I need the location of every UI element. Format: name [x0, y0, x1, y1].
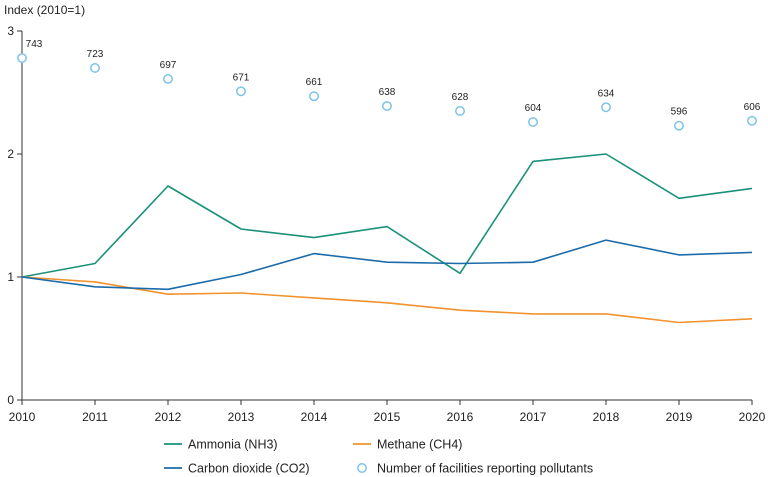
x-tick-label: 2018 — [593, 410, 620, 424]
facility-count-label: 634 — [598, 88, 615, 99]
y-tick-label: 0 — [7, 393, 14, 407]
facility-point — [163, 74, 173, 84]
facility-count-label: 638 — [379, 87, 396, 98]
x-tick-label: 2020 — [739, 410, 766, 424]
facility-count-label: 606 — [744, 102, 761, 113]
legend-label-methane-ch4: Methane (CH4) — [377, 438, 462, 452]
x-tick-label: 2010 — [9, 410, 36, 424]
series-line-carbon-dioxide-co2 — [21, 239, 753, 291]
facility-point — [17, 53, 27, 64]
facility-point — [674, 120, 684, 131]
facilities-group: 743 723 697 671 661 638 628 604 634 596 606 — [17, 39, 761, 131]
facility-count-label: 697 — [160, 60, 177, 71]
legend-label-ammonia-nh3: Ammonia (NH3) — [188, 438, 278, 452]
legend-label-carbon-dioxide-co2: Carbon dioxide (CO2) — [188, 462, 310, 476]
x-tick-label: 2016 — [447, 410, 474, 424]
facility-point — [382, 101, 392, 111]
facility-count-label: 604 — [525, 103, 542, 114]
legend-label-number-of-facilities-reporting-pollutants: Number of facilities reporting pollutant… — [377, 462, 593, 476]
facility-count-label: 671 — [233, 72, 250, 83]
facility-point — [236, 86, 246, 97]
x-tick-label: 2013 — [228, 410, 255, 424]
x-tick-label: 2019 — [666, 410, 693, 424]
facility-count-label: 661 — [306, 77, 323, 88]
y-axis-label: Index (2010=1) — [4, 3, 85, 17]
series-group — [21, 153, 753, 324]
y-tick-label: 2 — [7, 147, 14, 161]
facility-point — [90, 62, 100, 73]
x-tick-label: 2015 — [374, 410, 401, 424]
legend: Ammonia (NH3) Methane (CH4) Carbon dioxide… — [164, 438, 593, 476]
facility-count-label: 723 — [87, 49, 104, 60]
facility-point — [601, 102, 611, 113]
facility-count-label: 628 — [452, 92, 469, 103]
x-tick-label: 2017 — [520, 410, 547, 424]
facility-point — [309, 91, 319, 102]
x-tick-label: 2011 — [82, 410, 108, 424]
x-tick-label: 2014 — [301, 410, 328, 424]
facility-point — [528, 117, 538, 127]
facility-count-label: 743 — [26, 39, 43, 50]
axes: 0 1 2 3 2010 2011 2012 2013 2014 2015 2016 2017 2018… — [7, 24, 765, 424]
y-tick-label: 1 — [7, 270, 14, 284]
facility-point — [747, 115, 757, 126]
legend-swatch-number-of-facilities-reporting-pollutants — [357, 463, 367, 473]
facility-point — [455, 106, 465, 116]
series-line-ammonia-nh3 — [21, 153, 753, 278]
series-line-methane-ch4 — [21, 276, 753, 324]
facility-count-label: 596 — [671, 107, 688, 118]
x-tick-label: 2012 — [155, 410, 182, 424]
y-tick-label: 3 — [7, 24, 14, 38]
